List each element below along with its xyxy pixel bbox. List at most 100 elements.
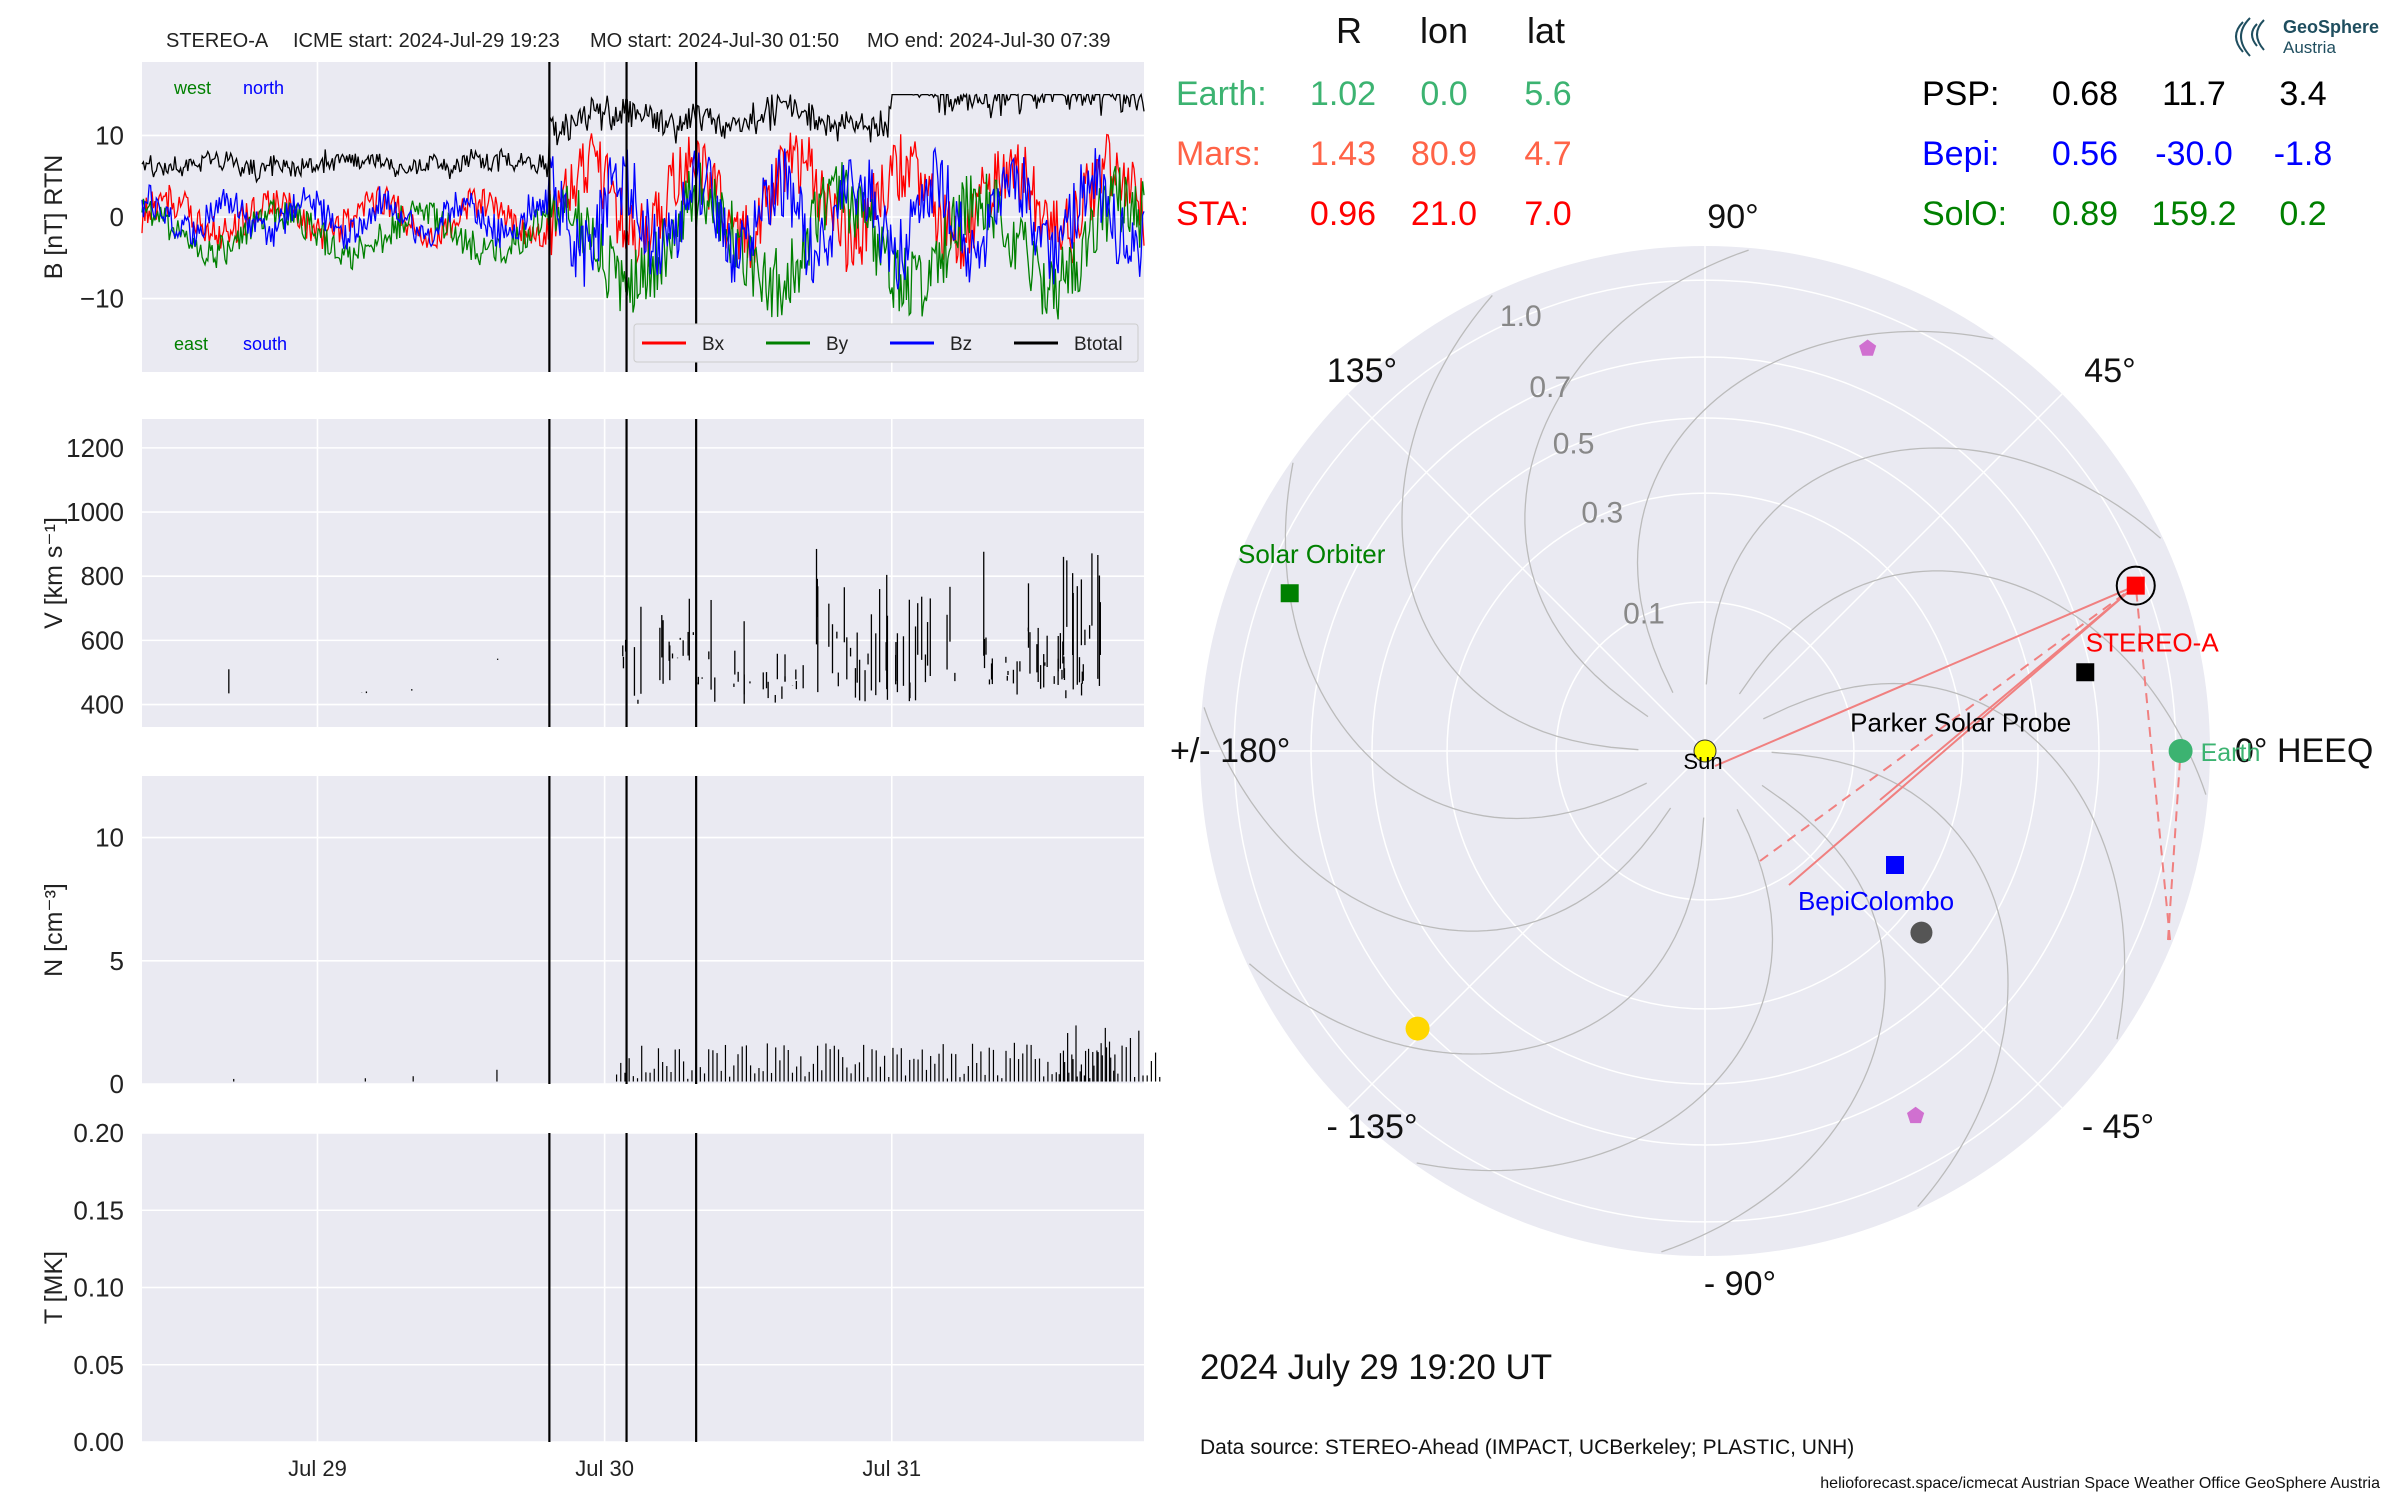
spiral-line <box>1524 249 1749 718</box>
legend-bz: Bz <box>950 334 972 355</box>
angle-label: +/- 180° <box>1170 732 1290 770</box>
connection-line-2 <box>1788 584 2137 886</box>
panel-3: 10 5 0 N [cm⁻³] <box>40 776 1161 1099</box>
radial-label: 0.5 <box>1553 427 1595 460</box>
col-lat: lat <box>1527 10 1565 51</box>
spiral-line <box>1771 751 2009 1208</box>
ytick-label: 800 <box>81 561 124 591</box>
ytick-label: 0.15 <box>73 1195 124 1225</box>
panel-1: 10 0 −10 B [nT] RTN <box>40 62 1145 372</box>
body-label-1: Earth <box>2201 739 2261 767</box>
right-name-0: PSP: <box>1922 75 1999 113</box>
body-marker-5 <box>1280 584 1299 603</box>
logo-line1: GeoSphere <box>2283 17 2379 37</box>
ytick-label: 1000 <box>66 497 124 527</box>
panel-bg <box>142 419 1144 727</box>
legend-box <box>633 323 1139 363</box>
ylabel: T [MK] <box>40 1251 68 1324</box>
polar-ring-1 <box>1446 492 1964 1010</box>
pentagon-marker <box>1907 1106 1925 1124</box>
ytick-label: 1200 <box>66 433 124 463</box>
credits: helioforecast.space/icmecat Austrian Spa… <box>1820 1475 2380 1492</box>
body-marker-3 <box>2076 663 2095 682</box>
header-spacecraft: STEREO-A <box>166 30 269 52</box>
ytick-label: 600 <box>81 625 124 655</box>
series-bz <box>141 146 1145 290</box>
right-name-2: SolO: <box>1922 195 2007 233</box>
spiral-line <box>1284 462 1647 820</box>
ytick-label: −10 <box>80 284 124 314</box>
angle-label: 135° <box>1327 352 1397 390</box>
polar-spoke <box>1704 750 2063 1109</box>
right-name-1: Bepi: <box>1922 135 2000 173</box>
body-label-0: Sun <box>1683 749 1722 774</box>
position-table: R lon lat Earth: 1.02 0.0 5.6 Mars: 1.43 80.9 4… <box>1176 10 2332 233</box>
body-marker-1 <box>2168 739 2193 763</box>
stereo-a-ring <box>2115 565 2156 606</box>
ytick-label: 0 <box>110 202 124 232</box>
right-lon-1: -30.0 <box>2155 135 2233 173</box>
xtick-label: Jul 29 <box>288 1456 347 1481</box>
polar-plot: 0.1 0.3 0.5 0.7 1.0 90° 45° 0° HEEQ - 45° - 90° - … <box>1170 198 2373 1303</box>
ylabel: B [nT] RTN <box>40 155 68 280</box>
mercury-marker <box>1910 921 1933 944</box>
left-lon-2: 21.0 <box>1411 195 1477 233</box>
angle-label: 45° <box>2084 352 2135 390</box>
geosphere-logo: GeoSphere Austria <box>2235 17 2379 57</box>
venus-marker <box>1405 1016 1430 1041</box>
body-label-5: Solar Orbiter <box>1238 539 1386 569</box>
left-lat-0: 5.6 <box>1524 75 1571 113</box>
series-bt <box>141 92 1145 184</box>
panel-2: 1200 1000 800 600 400 V [km s⁻¹] <box>40 419 1144 727</box>
legend: Bx By Bz Btotal <box>633 323 1139 363</box>
left-r-2: 0.96 <box>1310 195 1376 233</box>
label-south: south <box>243 334 287 354</box>
right-lat-0: 3.4 <box>2279 75 2326 113</box>
timeseries-panels: 10 0 −10 B [nT] RTN 1200 1000 800 600 400 V [km s… <box>40 62 1161 1481</box>
col-r: R <box>1336 10 1362 51</box>
body-marker-4 <box>1886 856 1904 874</box>
right-lon-2: 159.2 <box>2151 195 2236 233</box>
body-label-2: STEREO-A <box>2086 628 2220 658</box>
body-label-3: Parker Solar Probe <box>1850 707 2071 737</box>
ytick-label: 0 <box>110 1069 124 1099</box>
legend-btotal: Btotal <box>1074 334 1123 355</box>
panel-bg <box>142 776 1144 1084</box>
left-lon-1: 80.9 <box>1411 135 1477 173</box>
right-r-0: 0.68 <box>2052 75 2118 113</box>
spiral-line <box>1738 570 2207 795</box>
angle-label: - 135° <box>1326 1108 1417 1146</box>
polar-spoke <box>1704 393 2063 752</box>
ylabel: N [cm⁻³] <box>40 883 68 977</box>
angle-label: 0° HEEQ <box>2235 732 2373 770</box>
panel-4: 0.20 0.15 0.10 0.05 0.00 T [MK] <box>40 1118 1144 1457</box>
polar-ring-3 <box>1310 356 2100 1146</box>
left-r-1: 1.43 <box>1310 135 1376 173</box>
polar-spoke <box>1347 750 1706 1109</box>
right-lat-2: 0.2 <box>2279 195 2326 233</box>
ytick-label: 0.20 <box>73 1118 124 1148</box>
right-r-2: 0.89 <box>2052 195 2118 233</box>
date-label: 2024 July 29 19:20 UT <box>1200 1348 1552 1387</box>
spiral-line <box>1705 447 2162 685</box>
angle-label: - 45° <box>2082 1108 2154 1146</box>
left-lon-0: 0.0 <box>1420 75 1467 113</box>
left-lat-2: 7.0 <box>1524 195 1571 233</box>
xtick-label: Jul 30 <box>575 1456 634 1481</box>
connection-line-5 <box>2167 750 2182 941</box>
left-r-0: 1.02 <box>1310 75 1376 113</box>
radial-label: 1.0 <box>1500 300 1542 333</box>
connection-line-0 <box>1714 584 2137 767</box>
spiral-line <box>1401 294 1639 751</box>
ytick-label: 5 <box>110 946 124 976</box>
body-marker-0 <box>1693 739 1717 763</box>
angle-label: - 90° <box>1704 1265 1776 1303</box>
connection-line-3 <box>1879 584 2137 801</box>
spiral-line <box>1661 784 1886 1253</box>
polar-ring-2 <box>1371 417 2039 1085</box>
logo-swirl-icon <box>2235 17 2265 57</box>
connection-line-4 <box>2134 585 2171 941</box>
right-r-1: 0.56 <box>2052 135 2118 173</box>
header-mo-start: MO start: 2024-Jul-30 01:50 <box>590 30 839 52</box>
